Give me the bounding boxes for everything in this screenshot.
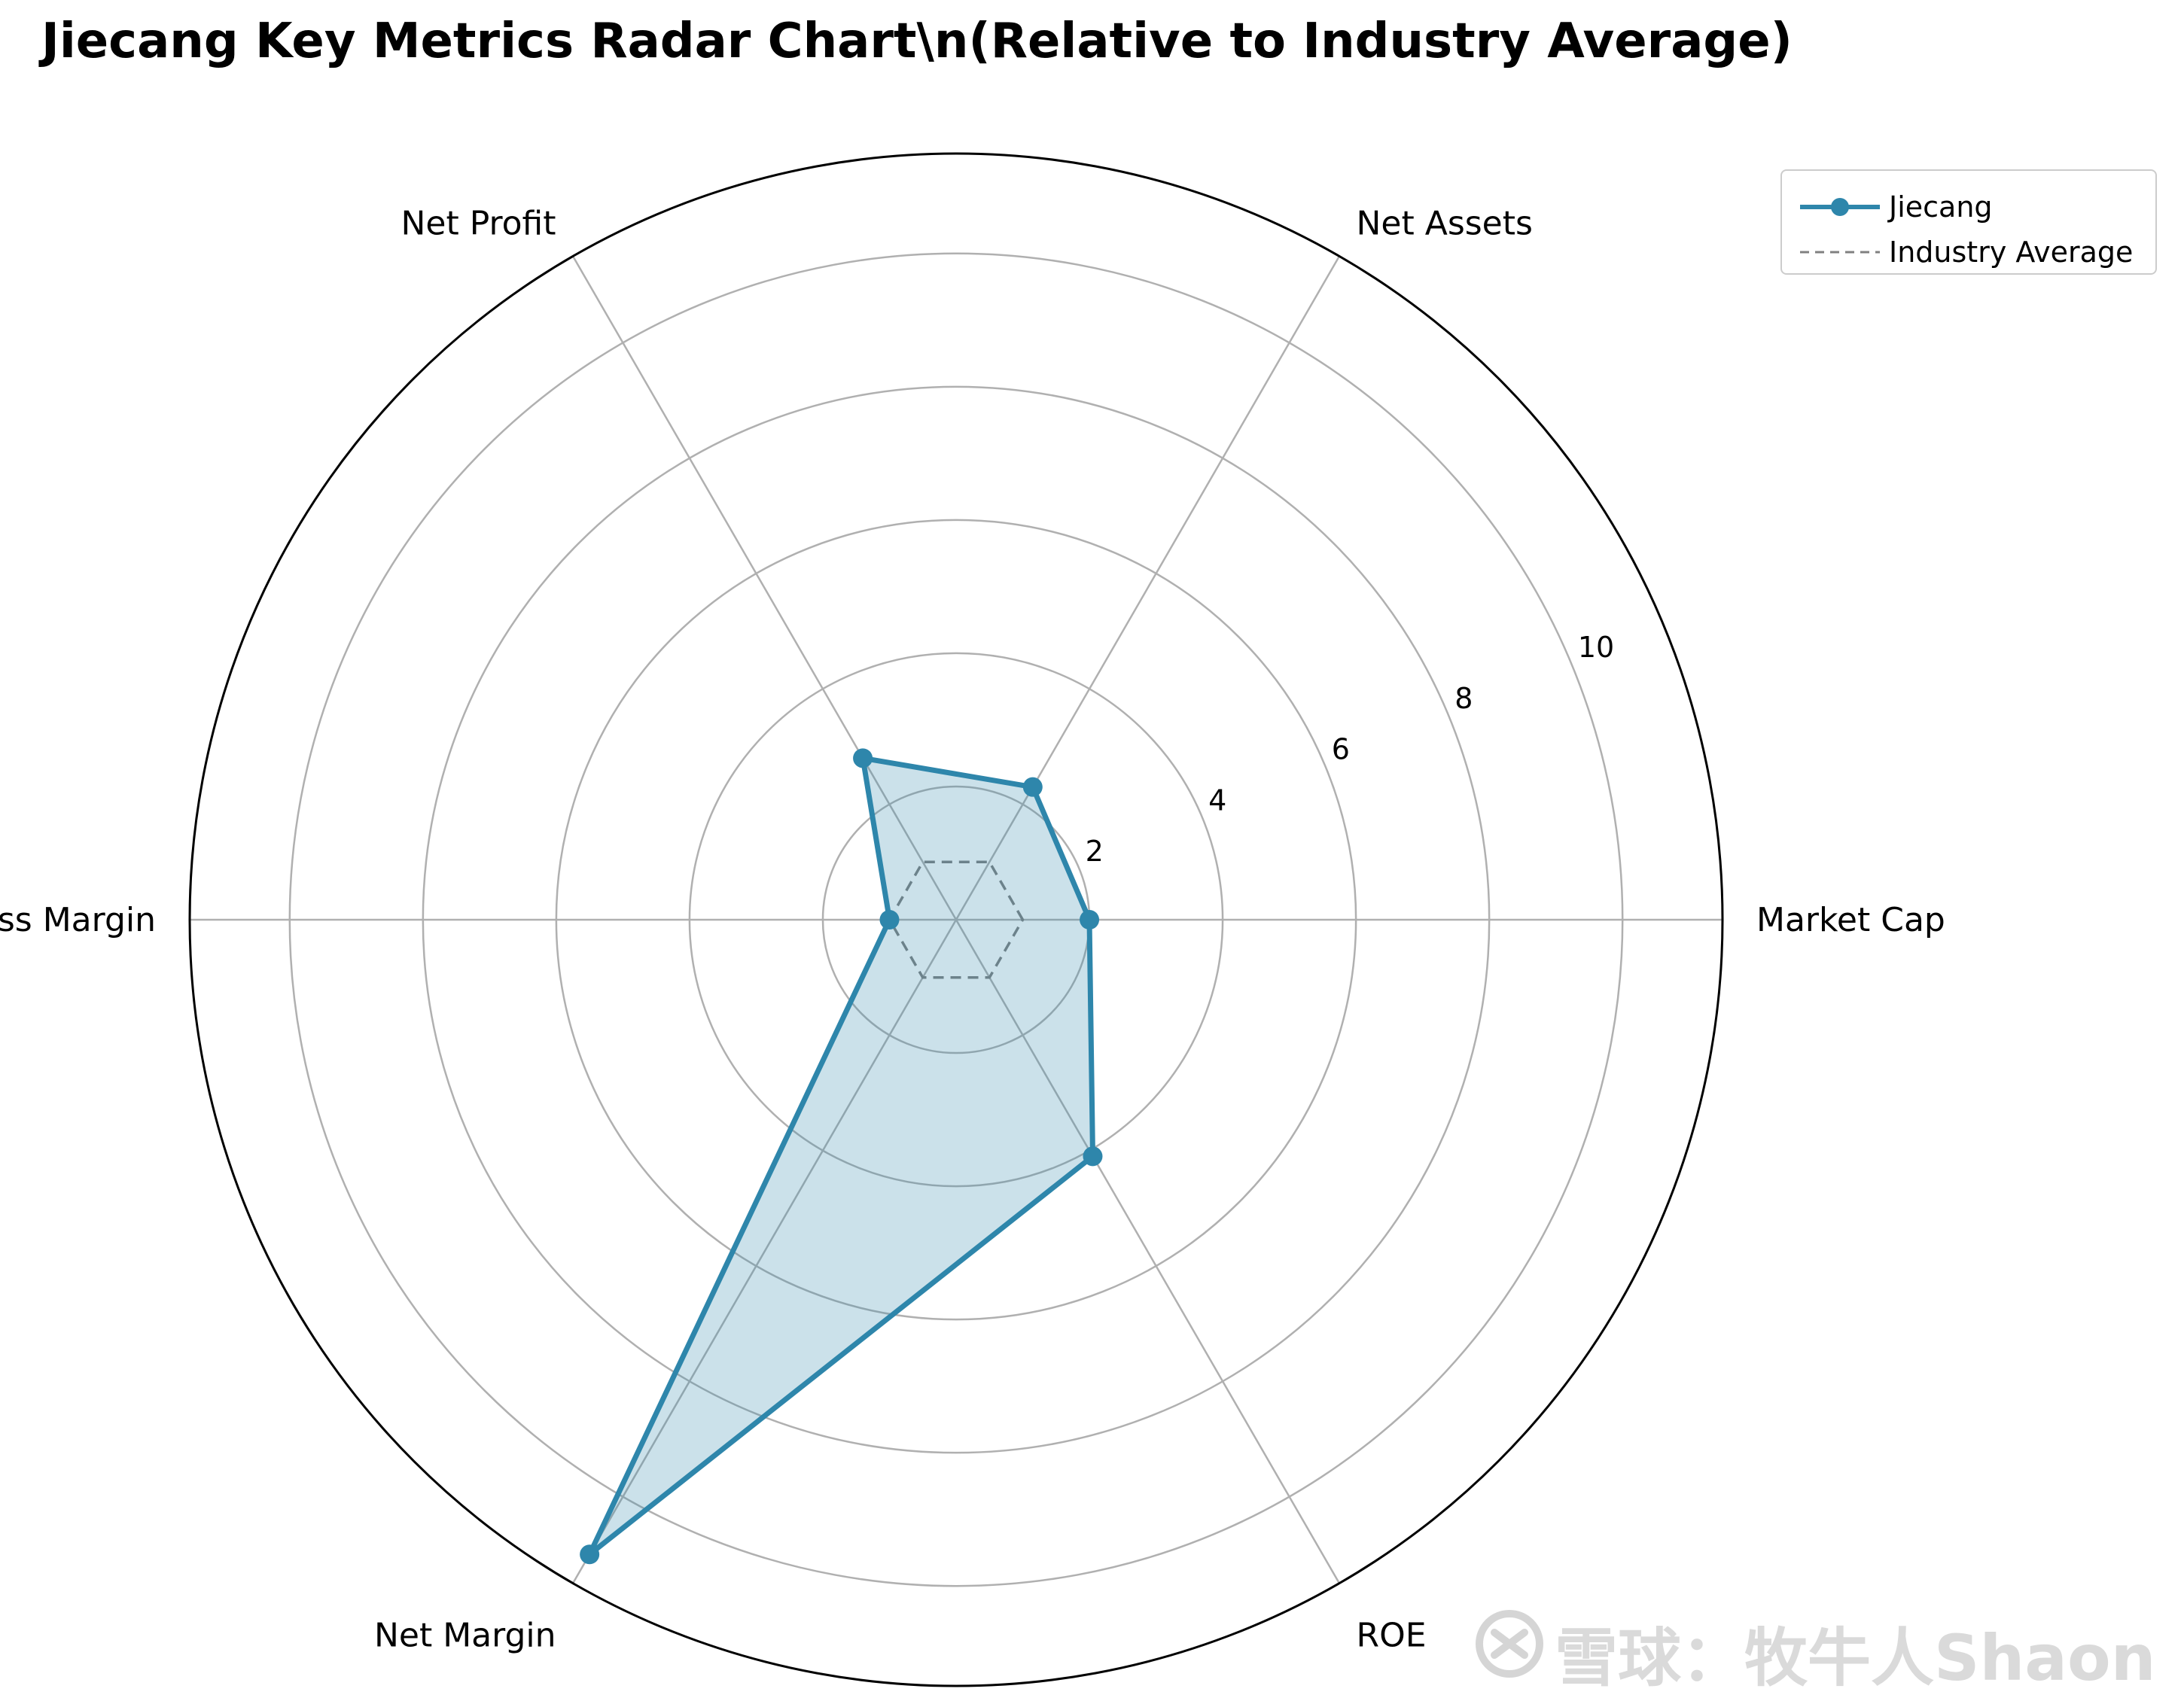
series-jiecang-point: [580, 1544, 600, 1565]
legend-item-industry-average: Industry Average: [1782, 230, 2155, 275]
radial-tick-label: 10: [1578, 631, 1614, 664]
category-label: Net Assets: [1357, 204, 1533, 242]
series-jiecang-point: [1080, 910, 1100, 930]
category-label: Gross Margin: [0, 901, 156, 939]
grid-spoke: [571, 255, 958, 920]
outer-frame: [188, 152, 1724, 1687]
watermark-text: 雪球：牧牛人Shaon: [1555, 1621, 2156, 1695]
watermark: 雪球：牧牛人Shaon: [1472, 1603, 2156, 1695]
grid-layer: [188, 152, 1724, 1687]
grid-spoke: [955, 255, 1341, 920]
legend-item-jiecang: Jiecang: [1782, 184, 2155, 230]
series-jiecang-point: [879, 910, 900, 930]
category-label: Net Profit: [401, 204, 556, 242]
series-layer: [580, 748, 1103, 1565]
snowball-logo-icon: [1476, 1610, 1543, 1678]
legend-swatch-industry-average: [1800, 251, 1880, 254]
radial-tick-label: 4: [1208, 784, 1226, 817]
series-jiecang-point: [1022, 777, 1043, 797]
category-label: ROE: [1357, 1617, 1427, 1655]
legend-swatch-jiecang: [1800, 198, 1880, 216]
label-layer: 2 4 6 8 10 Market Cap Net Assets Net Profit Gros…: [0, 204, 1945, 1654]
category-label: Market Cap: [1756, 901, 1945, 939]
chart-title: Jiecang Key Metrics Radar Chart\n(Relati…: [41, 14, 1793, 69]
legend: Jiecang Industry Average: [1780, 169, 2157, 275]
grid-spoke: [571, 919, 958, 1584]
grid-spoke: [955, 919, 1341, 1584]
series-jiecang-point: [853, 748, 873, 768]
category-label: Net Margin: [374, 1617, 556, 1655]
series-jiecang-area: [589, 758, 1093, 1555]
radial-tick-label: 2: [1086, 835, 1104, 868]
radial-tick-label: 8: [1454, 682, 1473, 715]
legend-label-jiecang: Jiecang: [1889, 190, 1993, 224]
legend-label-industry-average: Industry Average: [1889, 236, 2134, 269]
radial-tick-label: 6: [1332, 733, 1350, 766]
series-jiecang-point: [1083, 1146, 1103, 1167]
